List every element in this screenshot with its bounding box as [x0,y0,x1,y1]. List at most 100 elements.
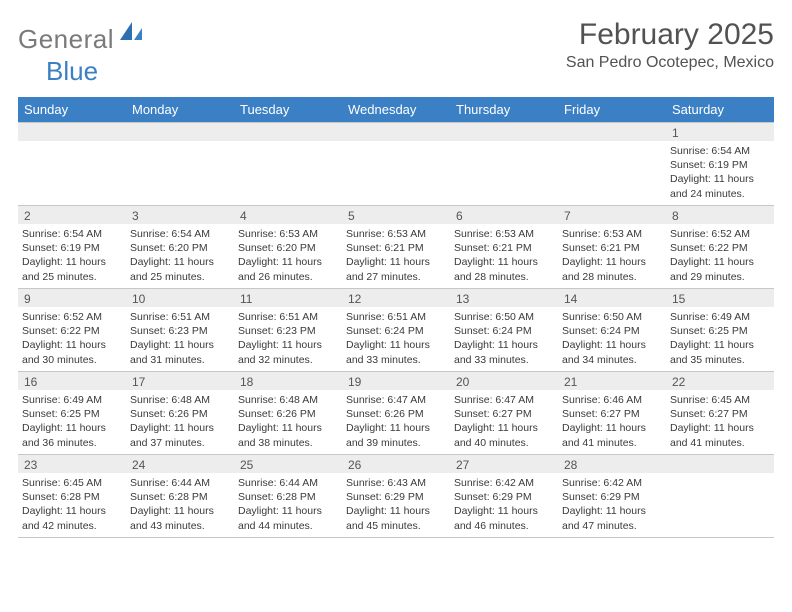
daylight-text: Daylight: 11 hours and 47 minutes. [562,504,662,532]
day-cell: 2Sunrise: 6:54 AMSunset: 6:19 PMDaylight… [18,206,126,288]
day-cell: 20Sunrise: 6:47 AMSunset: 6:27 PMDayligh… [450,372,558,454]
daylight-text: Daylight: 11 hours and 44 minutes. [238,504,338,532]
day-number: 16 [18,372,126,390]
day-number: . [234,123,342,141]
sunrise-text: Sunrise: 6:49 AM [22,393,122,407]
day-cell: 27Sunrise: 6:42 AMSunset: 6:29 PMDayligh… [450,455,558,537]
weekday-tue: Tuesday [234,97,342,122]
daylight-text: Daylight: 11 hours and 29 minutes. [670,255,770,283]
calendar: Sunday Monday Tuesday Wednesday Thursday… [18,97,774,538]
day-number: . [126,123,234,141]
sunrise-text: Sunrise: 6:48 AM [130,393,230,407]
daylight-text: Daylight: 11 hours and 25 minutes. [22,255,122,283]
weekday-fri: Friday [558,97,666,122]
sunrise-text: Sunrise: 6:54 AM [130,227,230,241]
day-number: 19 [342,372,450,390]
sunrise-text: Sunrise: 6:50 AM [454,310,554,324]
day-number: . [666,455,774,473]
sunrise-text: Sunrise: 6:53 AM [454,227,554,241]
weeks-container: ...... 1Sunrise: 6:54 AMSunset: 6:19 PMDa… [18,122,774,538]
sunset-text: Sunset: 6:23 PM [130,324,230,338]
day-cell: 16Sunrise: 6:49 AMSunset: 6:25 PMDayligh… [18,372,126,454]
sunrise-text: Sunrise: 6:49 AM [670,310,770,324]
day-cell: 1Sunrise: 6:54 AMSunset: 6:19 PMDaylight… [666,123,774,205]
day-number: 20 [450,372,558,390]
day-cell: 3 Sunrise: 6:54 AMSunset: 6:20 PMDaylight… [126,206,234,288]
logo-text-general: General [18,24,114,55]
daylight-text: Daylight: 11 hours and 34 minutes. [562,338,662,366]
day-number: 26 [342,455,450,473]
daylight-text: Daylight: 11 hours and 25 minutes. [130,255,230,283]
sunrise-text: Sunrise: 6:53 AM [346,227,446,241]
daylight-text: Daylight: 11 hours and 26 minutes. [238,255,338,283]
daylight-text: Daylight: 11 hours and 33 minutes. [346,338,446,366]
sunrise-text: Sunrise: 6:52 AM [670,227,770,241]
day-number: 2 [18,206,126,224]
day-cell: 7Sunrise: 6:53 AMSunset: 6:21 PMDaylight… [558,206,666,288]
sunset-text: Sunset: 6:28 PM [238,490,338,504]
sunset-text: Sunset: 6:27 PM [562,407,662,421]
daylight-text: Daylight: 11 hours and 40 minutes. [454,421,554,449]
day-cell: 24Sunrise: 6:44 AMSunset: 6:28 PMDayligh… [126,455,234,537]
day-cell: 15Sunrise: 6:49 AMSunset: 6:25 PMDayligh… [666,289,774,371]
day-number: 6 [450,206,558,224]
daylight-text: Daylight: 11 hours and 30 minutes. [22,338,122,366]
weekday-mon: Monday [126,97,234,122]
week-row: 9Sunrise: 6:52 AMSunset: 6:22 PMDaylight… [18,289,774,372]
daylight-text: Daylight: 11 hours and 24 minutes. [670,172,770,200]
day-number: 24 [126,455,234,473]
day-cell: . [342,123,450,205]
daylight-text: Daylight: 11 hours and 33 minutes. [454,338,554,366]
day-cell: 25Sunrise: 6:44 AMSunset: 6:28 PMDayligh… [234,455,342,537]
sunset-text: Sunset: 6:20 PM [130,241,230,255]
day-cell: 12Sunrise: 6:51 AMSunset: 6:24 PMDayligh… [342,289,450,371]
sunrise-text: Sunrise: 6:52 AM [22,310,122,324]
day-number: 18 [234,372,342,390]
sunrise-text: Sunrise: 6:48 AM [238,393,338,407]
day-number: 15 [666,289,774,307]
day-cell: 8Sunrise: 6:52 AMSunset: 6:22 PMDaylight… [666,206,774,288]
day-cell: 26Sunrise: 6:43 AMSunset: 6:29 PMDayligh… [342,455,450,537]
sunset-text: Sunset: 6:23 PM [238,324,338,338]
day-cell: 21Sunrise: 6:46 AMSunset: 6:27 PMDayligh… [558,372,666,454]
sunrise-text: Sunrise: 6:45 AM [22,476,122,490]
daylight-text: Daylight: 11 hours and 28 minutes. [454,255,554,283]
day-cell: 14Sunrise: 6:50 AMSunset: 6:24 PMDayligh… [558,289,666,371]
sunset-text: Sunset: 6:28 PM [22,490,122,504]
week-row: 16Sunrise: 6:49 AMSunset: 6:25 PMDayligh… [18,372,774,455]
sunrise-text: Sunrise: 6:45 AM [670,393,770,407]
day-number: . [18,123,126,141]
day-cell: 28Sunrise: 6:42 AMSunset: 6:29 PMDayligh… [558,455,666,537]
sunset-text: Sunset: 6:29 PM [346,490,446,504]
sunset-text: Sunset: 6:26 PM [238,407,338,421]
day-cell: 23Sunrise: 6:45 AMSunset: 6:28 PMDayligh… [18,455,126,537]
sunrise-text: Sunrise: 6:54 AM [670,144,770,158]
day-cell: 6 Sunrise: 6:53 AMSunset: 6:21 PMDaylight… [450,206,558,288]
daylight-text: Daylight: 11 hours and 39 minutes. [346,421,446,449]
sunset-text: Sunset: 6:27 PM [454,407,554,421]
sunrise-text: Sunrise: 6:42 AM [562,476,662,490]
day-number: 12 [342,289,450,307]
day-number: 21 [558,372,666,390]
sunset-text: Sunset: 6:24 PM [346,324,446,338]
sunrise-text: Sunrise: 6:44 AM [238,476,338,490]
day-number: 22 [666,372,774,390]
day-cell: . [450,123,558,205]
sunset-text: Sunset: 6:24 PM [454,324,554,338]
daylight-text: Daylight: 11 hours and 28 minutes. [562,255,662,283]
day-number: 5 [342,206,450,224]
day-number: 11 [234,289,342,307]
location-label: San Pedro Ocotepec, Mexico [566,54,774,72]
sunset-text: Sunset: 6:21 PM [346,241,446,255]
day-number: 3 [126,206,234,224]
day-cell: 4Sunrise: 6:53 AMSunset: 6:20 PMDaylight… [234,206,342,288]
sunset-text: Sunset: 6:20 PM [238,241,338,255]
day-number: 9 [18,289,126,307]
day-number: 13 [450,289,558,307]
day-cell: . [666,455,774,537]
sunset-text: Sunset: 6:21 PM [454,241,554,255]
weekday-sun: Sunday [18,97,126,122]
logo: General [18,24,146,55]
daylight-text: Daylight: 11 hours and 43 minutes. [130,504,230,532]
daylight-text: Daylight: 11 hours and 36 minutes. [22,421,122,449]
